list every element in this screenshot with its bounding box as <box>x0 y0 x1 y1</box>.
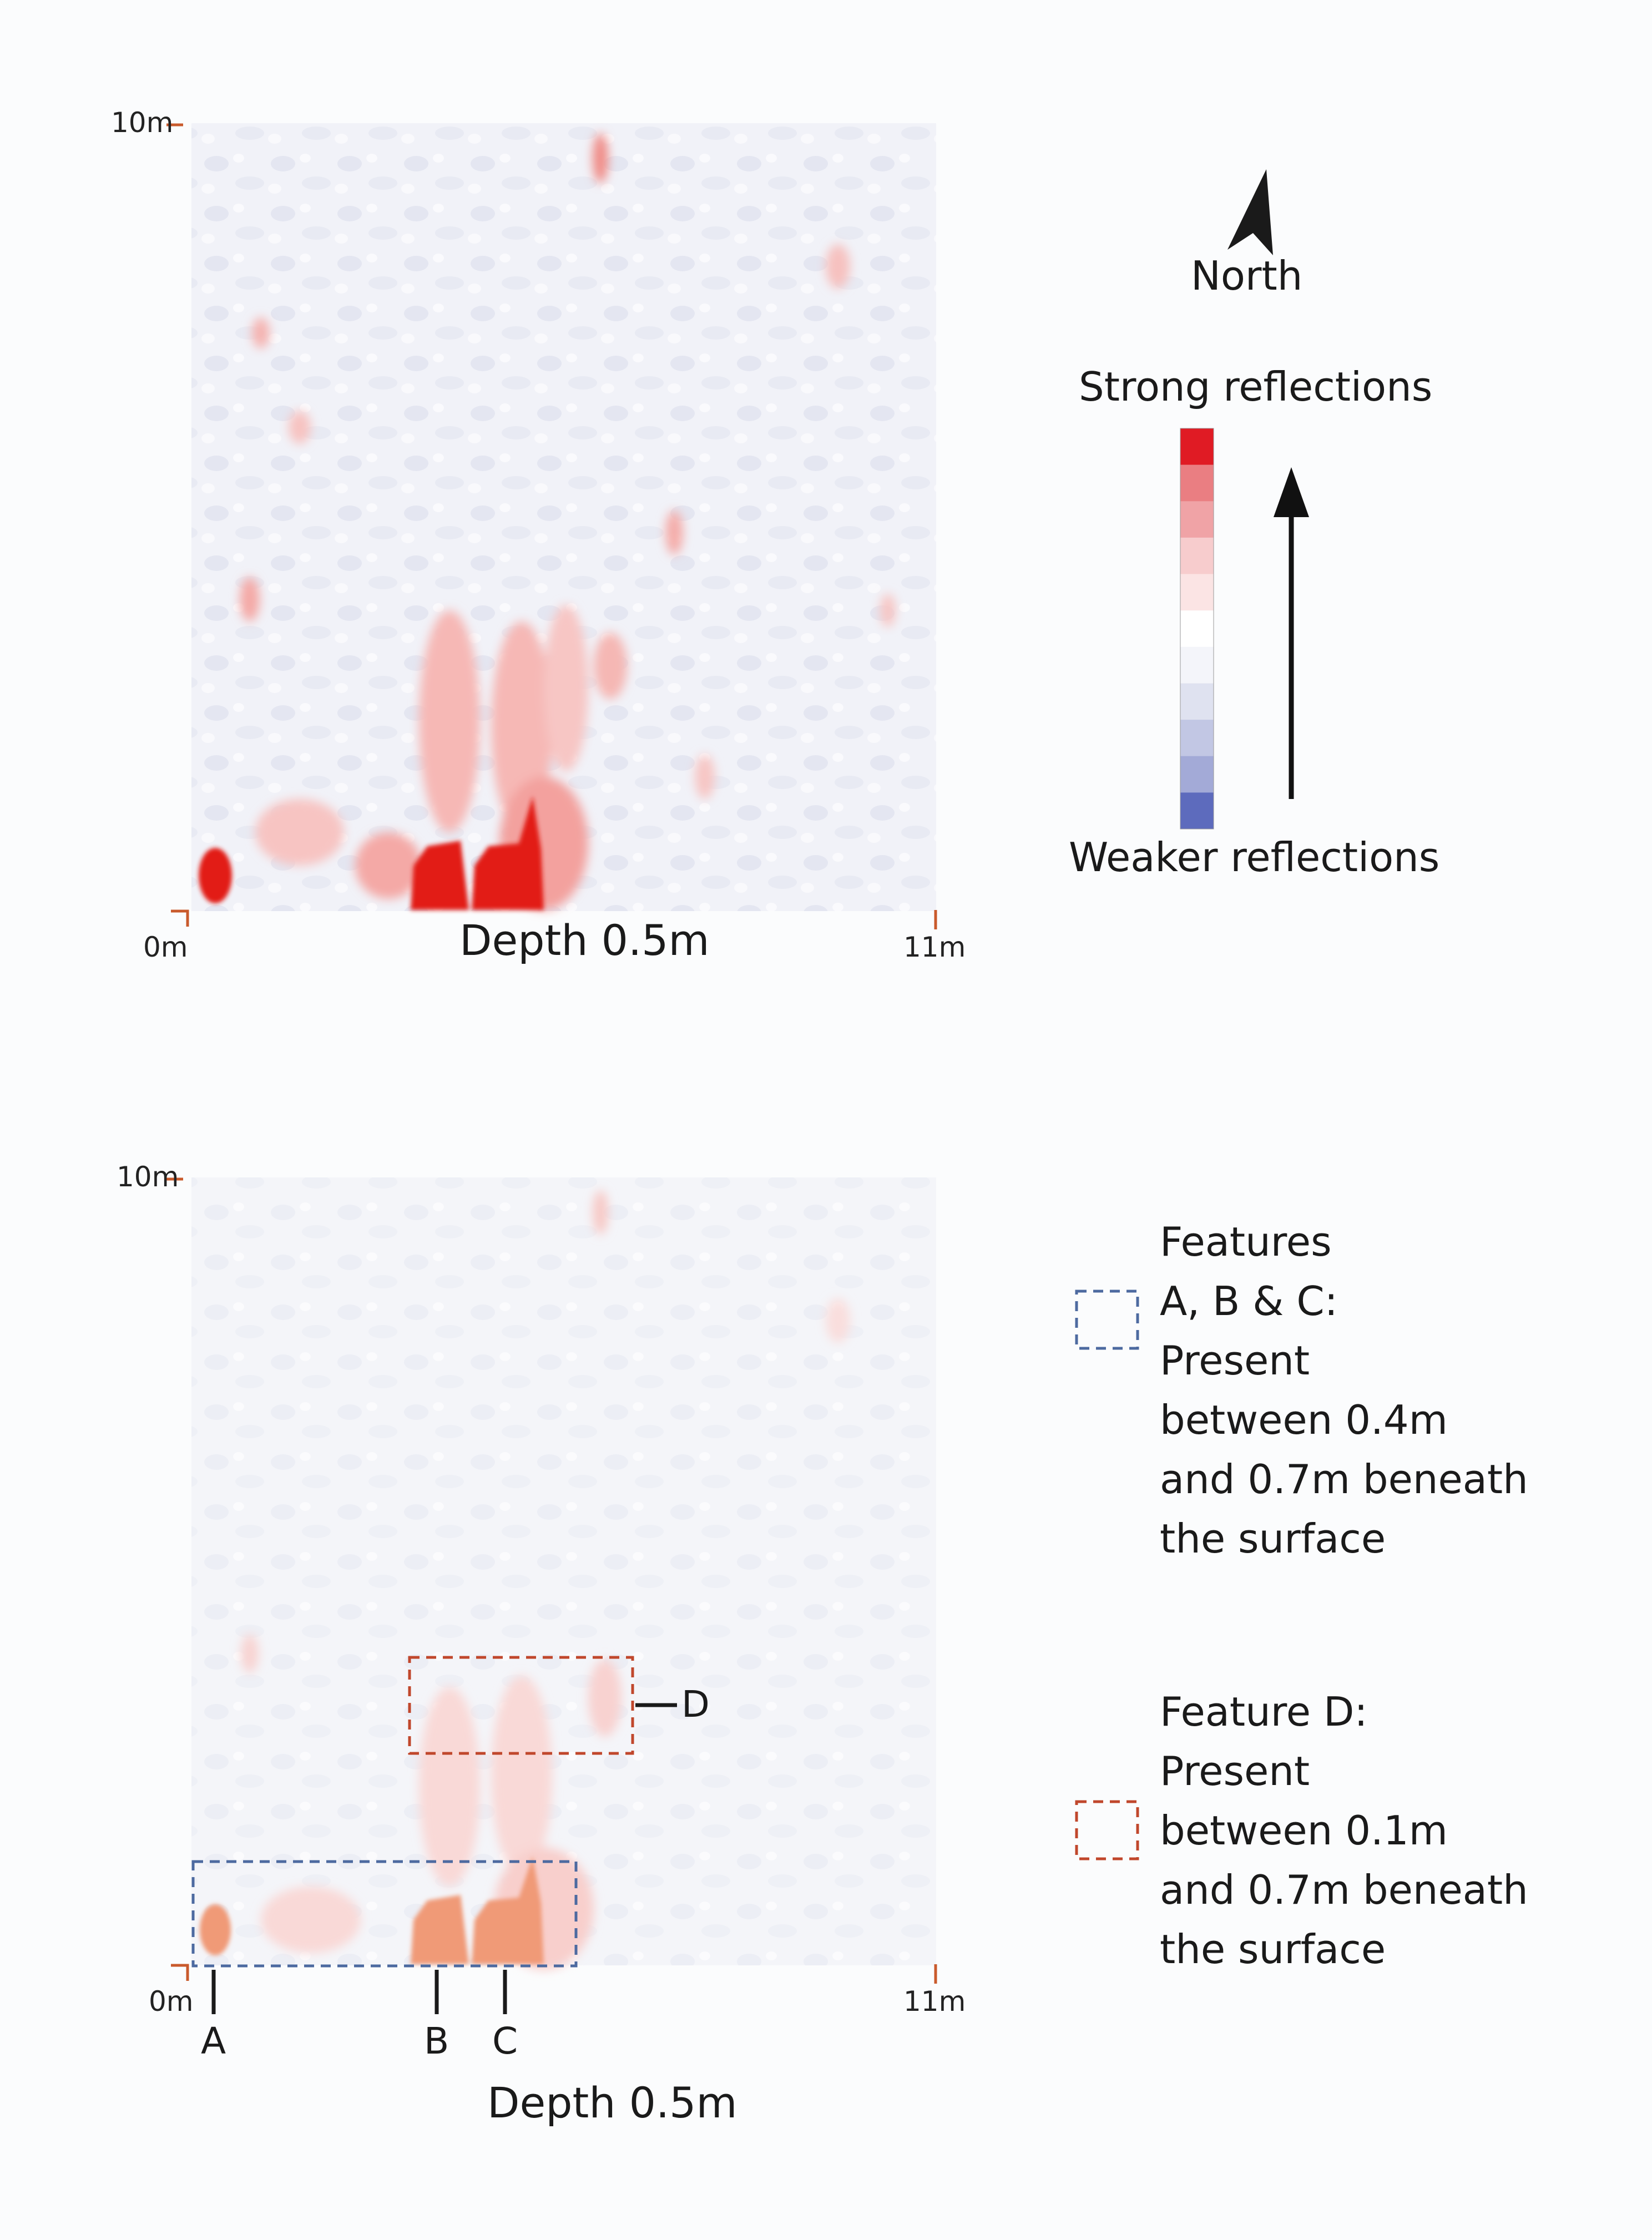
top-y-max-label: 10m <box>111 107 174 139</box>
scale-swatch <box>1180 792 1214 830</box>
scale-swatch <box>1180 574 1214 611</box>
legend-blue-box <box>1075 1290 1139 1350</box>
top-map <box>166 123 937 929</box>
legend-features-abc: Features A, B & C: Present between 0.4m … <box>1160 1212 1528 1569</box>
bottom-y-max-label: 10m <box>117 1161 179 1193</box>
legend-d-line: Feature D: <box>1160 1688 1368 1735</box>
features-abc-outline <box>191 1860 578 1968</box>
bottom-feature-a <box>200 1904 231 1955</box>
top-x-min-label: 0m <box>143 931 188 963</box>
bottom-feature-c <box>472 1856 544 1964</box>
scale-swatch <box>1180 646 1214 684</box>
scale-swatch <box>1180 537 1214 574</box>
scale-bottom-label: Weaker reflections <box>1069 834 1440 881</box>
legend-abc-line: and 0.7m beneath <box>1160 1456 1528 1503</box>
legend-abc-line: the surface <box>1160 1515 1386 1562</box>
legend-feature-d: Feature D: Present between 0.1m and 0.7m… <box>1160 1682 1528 1979</box>
bottom-x-max-label: 11m <box>903 1985 966 2017</box>
scale-swatch <box>1180 683 1214 720</box>
top-map-background <box>191 123 936 911</box>
bottom-origin-tick <box>171 1964 189 1981</box>
legend-abc-line: Present <box>1160 1337 1310 1384</box>
legend-red-box <box>1075 1800 1139 1860</box>
scale-top-label: Strong reflections <box>1079 363 1433 410</box>
legend-d-line: and 0.7m beneath <box>1160 1867 1528 1913</box>
bottom-map <box>166 1177 937 2014</box>
legend-d-line: the surface <box>1160 1926 1386 1973</box>
scale-swatch <box>1180 610 1214 648</box>
top-origin-tick <box>171 909 189 927</box>
marker-b-label: B <box>424 2020 449 2062</box>
top-feature-b <box>411 841 469 910</box>
legend-d-line: between 0.1m <box>1160 1807 1448 1854</box>
marker-a-label: A <box>201 2020 226 2062</box>
scale-swatch <box>1180 464 1214 502</box>
north-arrow-icon <box>1227 169 1273 255</box>
marker-d-label: D <box>681 1683 710 1726</box>
bottom-map-background <box>191 1177 936 1965</box>
marker-c-label: C <box>492 2020 518 2062</box>
feature-d-outline <box>408 1656 634 1755</box>
scale-swatch <box>1180 501 1214 538</box>
north-label: North <box>1191 252 1303 299</box>
scale-swatch <box>1180 756 1214 793</box>
top-feature-a <box>199 848 232 903</box>
top-x-max-label: 11m <box>903 931 966 963</box>
scale-swatch <box>1180 428 1214 466</box>
legend-abc-line: Features <box>1160 1218 1332 1265</box>
top-map-caption: Depth 0.5m <box>459 916 710 965</box>
bottom-map-caption: Depth 0.5m <box>487 2078 737 2127</box>
legend-abc-line: A, B & C: <box>1160 1278 1338 1324</box>
scale-arrow-icon <box>1274 467 1309 517</box>
legend-abc-line: between 0.4m <box>1160 1397 1448 1443</box>
reflection-scale <box>1180 428 1214 830</box>
scale-frame <box>1180 428 1214 830</box>
scale-swatch <box>1180 720 1214 757</box>
bottom-feature-b <box>411 1895 469 1964</box>
legend-d-line: Present <box>1160 1748 1310 1794</box>
top-feature-c <box>472 796 544 910</box>
top-map-reflections <box>240 133 896 910</box>
bottom-x-min-label: 0m <box>149 1985 194 2017</box>
